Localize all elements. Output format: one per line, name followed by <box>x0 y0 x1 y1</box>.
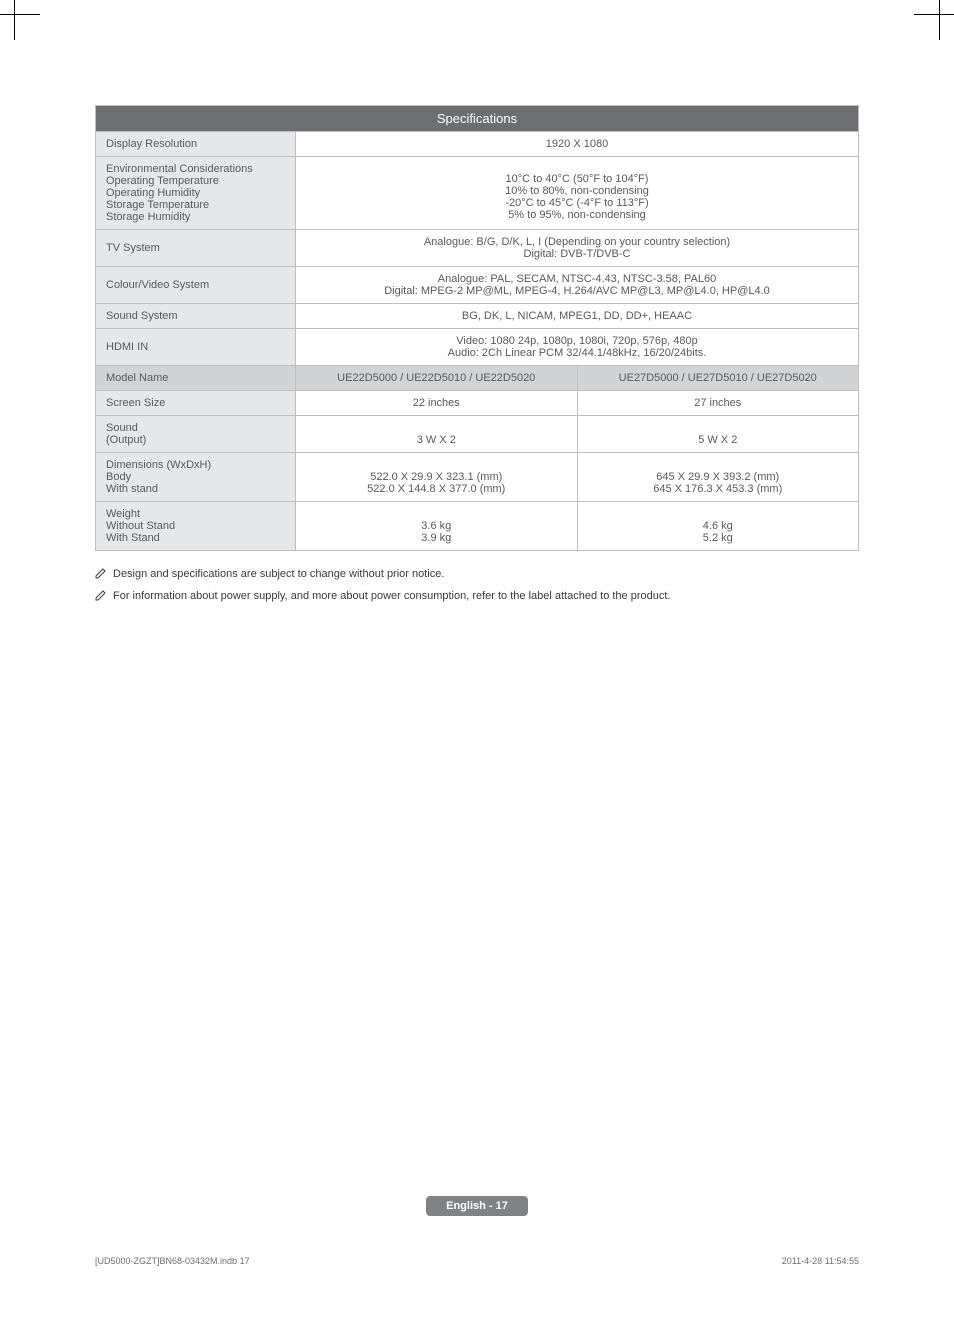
row-value-col1: 3.6 kg 3.9 kg <box>296 502 578 551</box>
row-value-col2: 5 W X 2 <box>577 416 859 453</box>
note-text: Design and specifications are subject to… <box>113 565 444 585</box>
specifications-header: Specifications <box>95 105 859 131</box>
note-text: For information about power supply, and … <box>113 587 670 607</box>
row-label: HDMI IN <box>96 329 296 366</box>
note-line: Design and specifications are subject to… <box>95 565 859 585</box>
print-metadata: [UD5000-ZGZT]BN68-03432M.indb 17 2011-4-… <box>95 1256 859 1266</box>
row-value-col1: 522.0 X 29.9 X 323.1 (mm) 522.0 X 144.8 … <box>296 453 578 502</box>
table-row: HDMI IN Video: 1080 24p, 1080p, 1080i, 7… <box>96 329 859 366</box>
note-line: For information about power supply, and … <box>95 587 859 607</box>
page-content: Specifications Display Resolution 1920 X… <box>0 0 954 607</box>
table-row: Model Name UE22D5000 / UE22D5010 / UE22D… <box>96 366 859 391</box>
row-label: Display Resolution <box>96 132 296 157</box>
crop-mark <box>939 0 940 40</box>
crop-mark <box>914 14 954 15</box>
table-row: Dimensions (WxDxH) Body With stand 522.0… <box>96 453 859 502</box>
row-value: 1920 X 1080 <box>296 132 859 157</box>
row-value: 10°C to 40°C (50°F to 104°F) 10% to 80%,… <box>296 157 859 230</box>
notes-block: Design and specifications are subject to… <box>95 565 859 607</box>
row-label: Environmental Considerations Operating T… <box>96 157 296 230</box>
print-file: [UD5000-ZGZT]BN68-03432M.indb 17 <box>95 1256 250 1266</box>
table-row: Sound (Output) 3 W X 2 5 W X 2 <box>96 416 859 453</box>
row-value: Video: 1080 24p, 1080p, 1080i, 720p, 576… <box>296 329 859 366</box>
row-value: Analogue: PAL, SECAM, NTSC-4.43, NTSC-3.… <box>296 267 859 304</box>
table-row: Sound System BG, DK, L, NICAM, MPEG1, DD… <box>96 304 859 329</box>
page-footer: English - 17 <box>0 1196 954 1216</box>
model-col-1: UE22D5000 / UE22D5010 / UE22D5020 <box>296 366 578 391</box>
row-label: Model Name <box>96 366 296 391</box>
note-icon <box>95 589 107 601</box>
print-timestamp: 2011-4-28 11:54:55 <box>782 1256 859 1266</box>
row-value-col1: 22 inches <box>296 391 578 416</box>
crop-mark <box>14 0 15 40</box>
table-row: Environmental Considerations Operating T… <box>96 157 859 230</box>
table-row: Weight Without Stand With Stand 3.6 kg 3… <box>96 502 859 551</box>
row-label: TV System <box>96 230 296 267</box>
row-label: Weight Without Stand With Stand <box>96 502 296 551</box>
row-label: Sound System <box>96 304 296 329</box>
row-label: Colour/Video System <box>96 267 296 304</box>
table-row: Display Resolution 1920 X 1080 <box>96 132 859 157</box>
row-value-col2: 645 X 29.9 X 393.2 (mm) 645 X 176.3 X 45… <box>577 453 859 502</box>
crop-mark <box>0 14 40 15</box>
page-number-badge: English - 17 <box>426 1196 528 1216</box>
row-label: Dimensions (WxDxH) Body With stand <box>96 453 296 502</box>
row-value: Analogue: B/G, D/K, L, I (Depending on y… <box>296 230 859 267</box>
row-value-col2: 4.6 kg 5.2 kg <box>577 502 859 551</box>
row-value-col1: 3 W X 2 <box>296 416 578 453</box>
model-col-2: UE27D5000 / UE27D5010 / UE27D5020 <box>577 366 859 391</box>
table-row: Colour/Video System Analogue: PAL, SECAM… <box>96 267 859 304</box>
row-value-col2: 27 inches <box>577 391 859 416</box>
table-row: TV System Analogue: B/G, D/K, L, I (Depe… <box>96 230 859 267</box>
note-icon <box>95 567 107 579</box>
table-row: Screen Size 22 inches 27 inches <box>96 391 859 416</box>
row-label: Sound (Output) <box>96 416 296 453</box>
row-label: Screen Size <box>96 391 296 416</box>
specifications-table: Display Resolution 1920 X 1080 Environme… <box>95 131 859 551</box>
row-value: BG, DK, L, NICAM, MPEG1, DD, DD+, HEAAC <box>296 304 859 329</box>
